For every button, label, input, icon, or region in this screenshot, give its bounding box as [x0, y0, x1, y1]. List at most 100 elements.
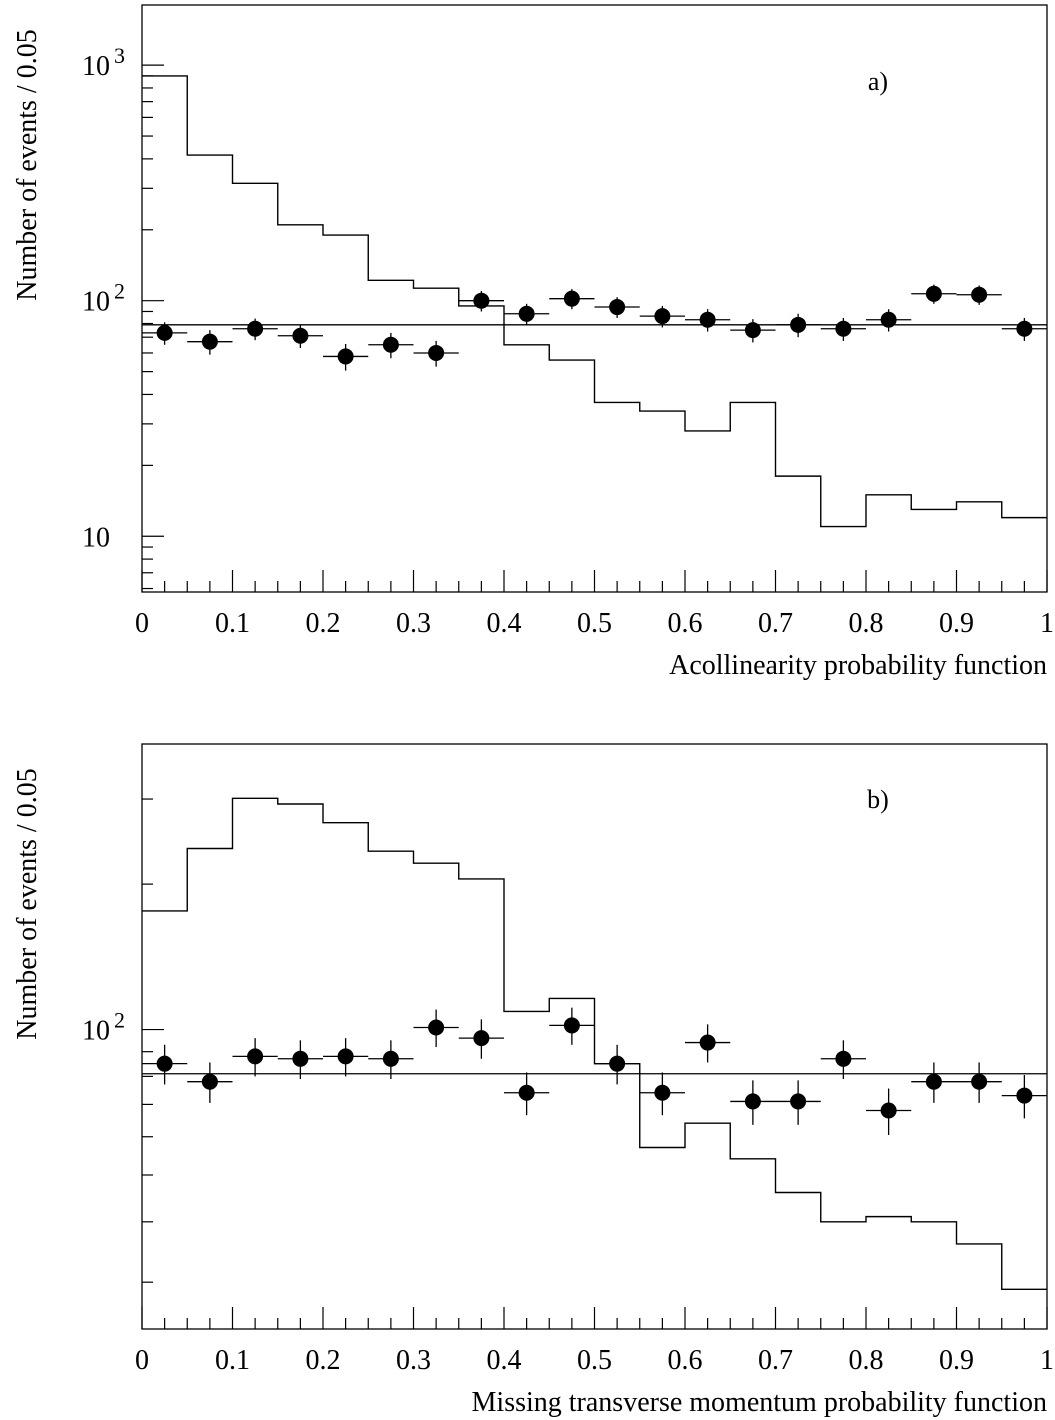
x-tick-label: 0.9: [939, 1345, 974, 1376]
x-tick-label: 1: [1040, 1345, 1054, 1376]
y-tick-label-exponent: 3: [114, 43, 125, 68]
x-tick-label: 0.9: [939, 608, 974, 639]
data-point: [368, 332, 414, 359]
data-marker: [1016, 320, 1033, 337]
panel-label: b): [867, 785, 889, 814]
x-tick-label: 0: [135, 608, 149, 639]
data-point: [323, 343, 369, 371]
y-tick-label-exponent: 2: [114, 1008, 125, 1033]
chart-panel-b: 0 0.1 0.2 0.3 0.4 0.5 0.6 0.7 0.8 0.9 1 10 2 b) Missin…: [12, 743, 1054, 1418]
data-marker: [247, 320, 264, 337]
data-point: [594, 297, 640, 318]
data-marker: [880, 1102, 897, 1119]
x-tick-label: 0.1: [215, 608, 250, 639]
x-tick-label: 0: [135, 1345, 149, 1376]
data-marker: [382, 336, 399, 353]
data-marker: [835, 1050, 852, 1067]
data-point: [1001, 1075, 1047, 1119]
data-point: [685, 1024, 731, 1063]
histogram-line: [142, 75, 1047, 528]
data-marker: [563, 1017, 580, 1034]
data-point: [458, 290, 504, 312]
data-point: [549, 1007, 595, 1045]
data-marker: [473, 1030, 490, 1047]
data-marker: [473, 292, 490, 309]
data-point: [413, 1009, 459, 1048]
panel-label: a): [868, 67, 888, 96]
data-marker: [790, 316, 807, 333]
data-marker: [790, 1093, 807, 1110]
data-marker: [835, 320, 852, 337]
data-marker: [201, 1073, 218, 1090]
x-tick-label: 0.6: [668, 608, 703, 639]
x-axis-label: Missing transverse momentum probability …: [472, 1387, 1047, 1418]
data-marker: [201, 333, 218, 350]
y-tick-label: 10: [82, 287, 110, 318]
data-point: [323, 1038, 369, 1077]
y-tick-label: 10: [82, 51, 110, 82]
data-marker: [1016, 1087, 1033, 1104]
data-marker: [428, 1019, 445, 1036]
data-marker: [518, 1084, 535, 1101]
data-marker: [699, 1034, 716, 1051]
data-marker: [518, 305, 535, 322]
data-marker: [699, 311, 716, 328]
data-point: [730, 1080, 776, 1125]
data-marker: [247, 1048, 264, 1065]
x-axis-label: Acollinearity probability function: [669, 650, 1047, 681]
data-point: [413, 340, 459, 367]
data-marker: [654, 308, 671, 325]
data-marker: [337, 348, 354, 365]
x-tick-label: 0.4: [487, 608, 522, 639]
data-point: [368, 1040, 414, 1080]
y-axis-label: Number of events / 0.05: [12, 768, 43, 1039]
data-point: [594, 1044, 640, 1085]
data-point: [866, 1088, 912, 1136]
data-point: [956, 1062, 1002, 1103]
data-marker: [156, 324, 173, 341]
x-tick-label: 0.8: [849, 1345, 884, 1376]
data-point: [956, 285, 1002, 305]
y-tick-label-exponent: 2: [114, 279, 125, 304]
y-tick-label: 10: [82, 1016, 110, 1047]
x-tick-label: 0.4: [487, 1345, 522, 1376]
data-marker: [654, 1084, 671, 1101]
data-marker: [563, 290, 580, 307]
data-point: [685, 309, 731, 332]
data-point: [639, 305, 685, 328]
x-tick-label: 0.5: [577, 1345, 612, 1376]
data-marker: [292, 327, 309, 344]
data-marker: [925, 1073, 942, 1090]
data-point: [730, 319, 776, 343]
data-point: [187, 330, 233, 355]
data-point: [775, 313, 821, 338]
data-point: [504, 303, 550, 325]
data-marker: [880, 311, 897, 328]
data-point: [504, 1072, 550, 1116]
x-tick-label: 1: [1040, 608, 1054, 639]
data-point: [232, 318, 278, 341]
x-tick-label: 0.5: [577, 608, 612, 639]
data-point: [458, 1019, 504, 1059]
data-marker: [337, 1048, 354, 1065]
data-marker: [971, 1073, 988, 1090]
y-axis-label: Number of events / 0.05: [12, 29, 43, 300]
x-tick-label: 0.3: [396, 608, 431, 639]
x-tick-label: 0.7: [758, 1345, 793, 1376]
x-tick-label: 0.1: [215, 1345, 250, 1376]
data-point: [911, 284, 957, 304]
data-marker: [292, 1050, 309, 1067]
data-point: [277, 324, 323, 348]
data-point: [232, 1038, 278, 1077]
data-marker: [609, 1055, 626, 1072]
data-point: [911, 1062, 957, 1103]
data-point: [142, 322, 188, 345]
data-point: [277, 1040, 323, 1080]
data-marker: [925, 285, 942, 302]
data-point: [549, 289, 595, 310]
x-tick-label: 0.7: [758, 608, 793, 639]
data-marker: [744, 322, 761, 339]
data-marker: [609, 299, 626, 316]
